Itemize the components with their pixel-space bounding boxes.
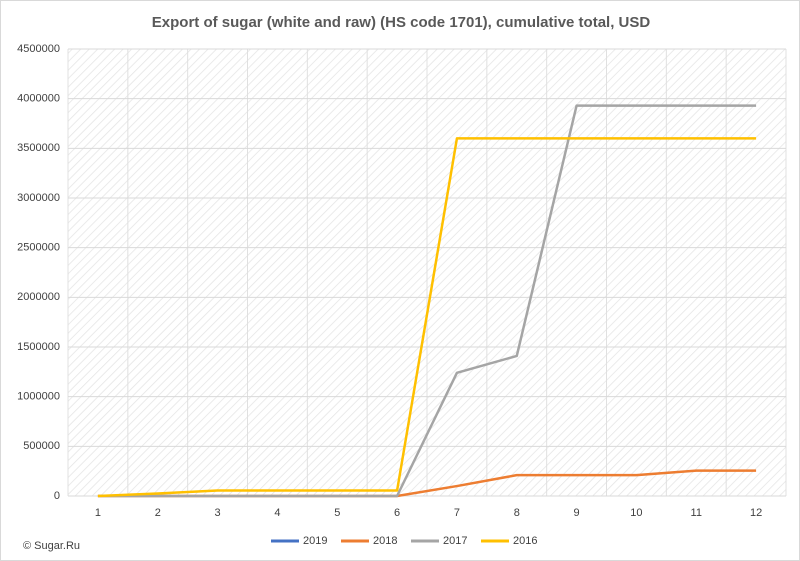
x-tick-label: 3 bbox=[215, 507, 221, 519]
x-tick-label: 11 bbox=[691, 507, 702, 519]
x-tick-label: 5 bbox=[334, 507, 340, 519]
y-tick-label: 0 bbox=[54, 490, 60, 502]
chart-title: Export of sugar (white and raw) (HS code… bbox=[152, 14, 651, 31]
x-tick-label: 9 bbox=[574, 507, 580, 519]
x-tick-label: 4 bbox=[274, 507, 280, 519]
y-tick-label: 4000000 bbox=[17, 93, 60, 105]
y-tick-label: 4500000 bbox=[17, 43, 60, 55]
x-tick-label: 8 bbox=[514, 507, 520, 519]
series-line bbox=[97, 137, 757, 498]
legend-label: 2017 bbox=[443, 535, 467, 547]
x-tick-label: 12 bbox=[750, 507, 762, 519]
y-tick-label: 2000000 bbox=[17, 291, 60, 303]
x-tick-label: 7 bbox=[454, 507, 460, 519]
y-tick-label: 2500000 bbox=[17, 242, 60, 254]
x-tick-label: 1 bbox=[95, 507, 101, 519]
legend-label: 2018 bbox=[373, 535, 397, 547]
y-tick-label: 3500000 bbox=[17, 142, 60, 154]
legend-label: 2019 bbox=[303, 535, 327, 547]
x-tick-label: 2 bbox=[155, 507, 161, 519]
x-tick-label: 6 bbox=[394, 507, 400, 519]
x-tick-label: 10 bbox=[630, 507, 642, 519]
series-line bbox=[97, 104, 757, 498]
y-tick-label: 1500000 bbox=[17, 341, 60, 353]
legend-label: 2016 bbox=[513, 535, 537, 547]
y-tick-label: 3000000 bbox=[17, 192, 60, 204]
y-tick-label: 1000000 bbox=[17, 391, 60, 403]
source: © Sugar.Ru bbox=[23, 540, 80, 552]
y-tick-label: 500000 bbox=[23, 440, 60, 452]
